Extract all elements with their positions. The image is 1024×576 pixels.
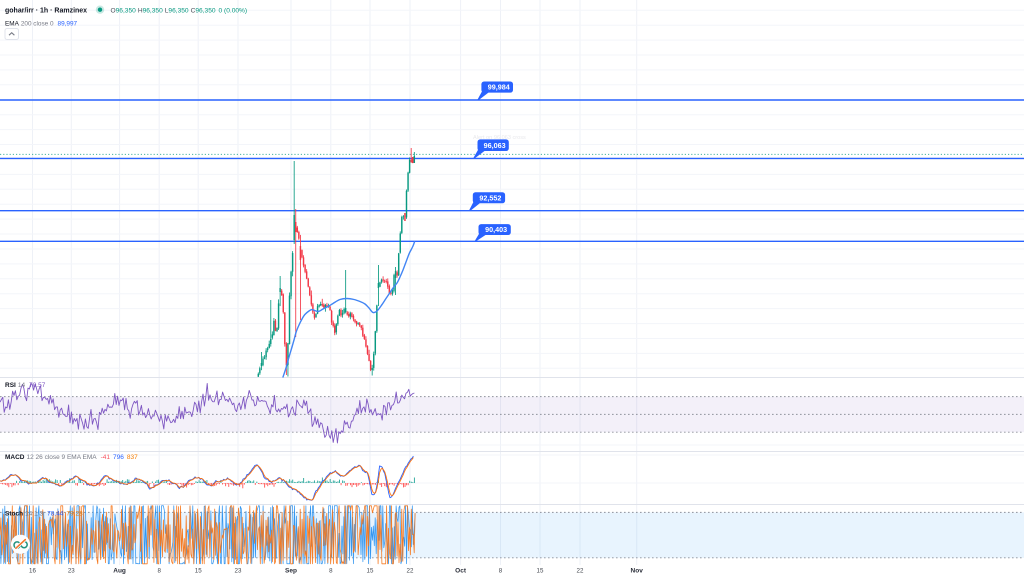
- svg-text:gohar/irr · 1h · Ramzinex: gohar/irr · 1h · Ramzinex: [5, 7, 87, 14]
- svg-text:Nov: Nov: [631, 567, 644, 574]
- svg-text:15: 15: [537, 567, 544, 574]
- svg-text:92,552: 92,552: [479, 193, 501, 202]
- svg-text:8: 8: [499, 567, 503, 574]
- svg-text:22: 22: [577, 567, 584, 574]
- svg-text:15: 15: [367, 567, 374, 574]
- svg-text:16: 16: [29, 567, 36, 574]
- svg-text:96,063: 96,063: [484, 141, 506, 150]
- svg-text:15: 15: [195, 567, 202, 574]
- svg-text:Aug: Aug: [113, 567, 126, 574]
- svg-text:90,403: 90,403: [485, 225, 507, 234]
- svg-text:Oct: Oct: [455, 567, 467, 574]
- svg-text:23: 23: [235, 567, 242, 574]
- svg-text:8: 8: [329, 567, 333, 574]
- svg-text:99,984: 99,984: [488, 83, 510, 92]
- svg-text:Alert on 96,063 cross: Alert on 96,063 cross: [473, 135, 526, 141]
- svg-text:23: 23: [68, 567, 75, 574]
- svg-text:8: 8: [157, 567, 161, 574]
- svg-text:22: 22: [407, 567, 414, 574]
- svg-text:Sep: Sep: [285, 567, 297, 574]
